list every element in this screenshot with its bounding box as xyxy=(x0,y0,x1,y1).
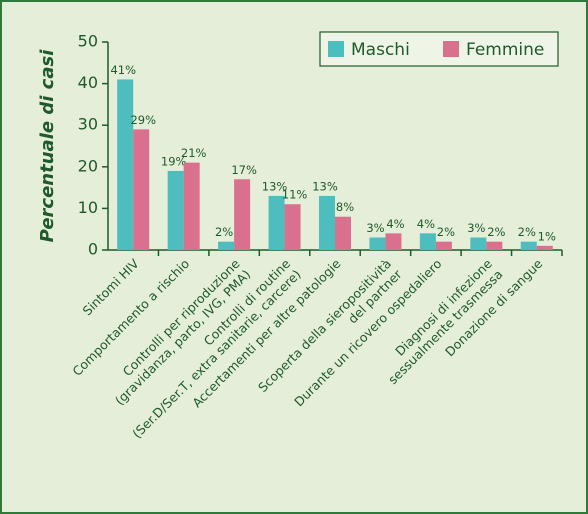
bar xyxy=(117,79,134,250)
legend-label: Femmine xyxy=(466,40,544,60)
bar xyxy=(183,162,200,250)
bar xyxy=(335,216,351,250)
value-label: 41% xyxy=(110,63,136,77)
bar xyxy=(419,233,436,250)
y-tick-label: 30 xyxy=(78,115,98,134)
y-axis-label: Percentuale di casi xyxy=(37,49,58,243)
value-label: 13% xyxy=(312,179,338,193)
legend-swatch xyxy=(328,41,344,57)
value-label: 4% xyxy=(386,217,404,231)
value-label: 2% xyxy=(518,225,536,239)
value-label: 19% xyxy=(161,154,187,168)
y-tick-label: 0 xyxy=(88,240,98,259)
value-label: 1% xyxy=(538,229,556,243)
bar xyxy=(133,129,150,250)
bar xyxy=(385,233,402,250)
value-label: 8% xyxy=(336,200,354,214)
value-label: 11% xyxy=(282,188,308,202)
bar xyxy=(369,237,386,250)
value-label: 13% xyxy=(262,179,288,193)
bar xyxy=(486,241,503,250)
y-tick-label: 40 xyxy=(78,73,98,92)
value-label: 2% xyxy=(215,225,233,239)
bar xyxy=(520,241,537,250)
value-label: 3% xyxy=(366,221,384,235)
legend-box xyxy=(319,31,559,67)
value-label: 21% xyxy=(181,146,207,160)
bar xyxy=(234,179,251,250)
y-tick-label: 10 xyxy=(78,198,98,217)
bar xyxy=(268,195,285,250)
bar xyxy=(435,241,452,250)
y-tick-label: 20 xyxy=(78,156,98,175)
bar xyxy=(284,204,301,250)
bar xyxy=(319,195,335,250)
y-tick-label: 50 xyxy=(78,32,98,51)
value-label: 2% xyxy=(487,225,505,239)
bar xyxy=(218,241,235,250)
bar xyxy=(536,245,553,250)
value-label: 3% xyxy=(467,221,485,235)
legend-label: Maschi xyxy=(351,40,410,60)
value-label: 17% xyxy=(231,163,257,177)
bar xyxy=(167,170,184,250)
legend-swatch xyxy=(443,41,459,57)
value-label: 4% xyxy=(417,217,435,231)
bar xyxy=(470,237,487,250)
value-label: 29% xyxy=(130,113,156,127)
value-label: 2% xyxy=(437,225,455,239)
